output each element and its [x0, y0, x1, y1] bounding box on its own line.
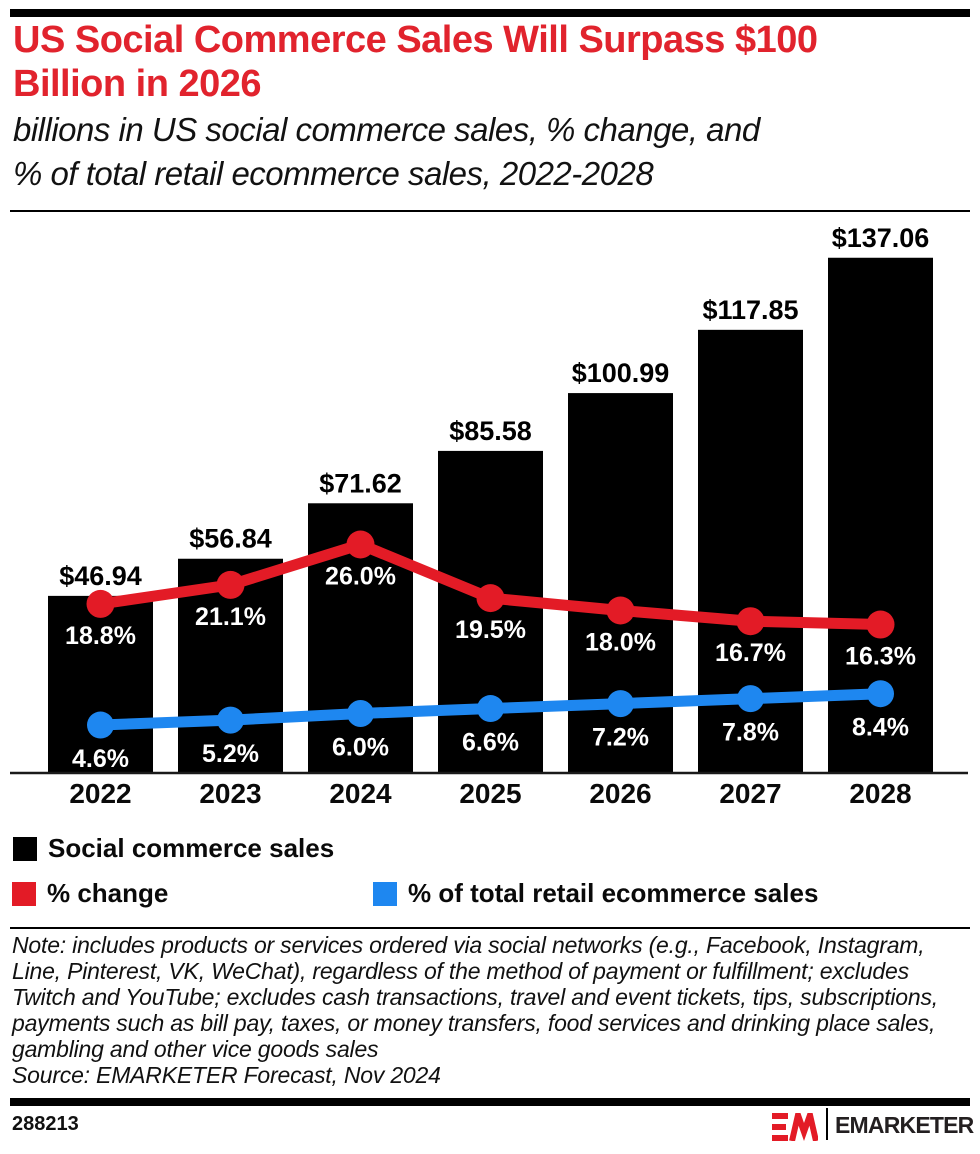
of-total-retail-ecommerce-sales-point-2026 [607, 690, 634, 718]
change-point-2027 [736, 607, 765, 636]
change-label-2022: 18.8% [65, 622, 136, 650]
bar-value-label-2024: $71.62 [319, 468, 402, 498]
of-total-retail-ecommerce-sales-point-2028 [867, 680, 894, 708]
of-total-retail-ecommerce-sales-label-2028: 8.4% [852, 714, 909, 742]
of-total-retail-ecommerce-sales-label-2024: 6.0% [332, 734, 389, 762]
of-total-retail-ecommerce-sales-label-2022: 4.6% [72, 745, 129, 773]
page-title-line2: Billion in 2026 [13, 63, 262, 105]
footnote-block: Note: includes products or services orde… [12, 932, 964, 1088]
of-total-retail-ecommerce-sales-point-2024 [347, 700, 374, 727]
of-total-retail-ecommerce-sales-point-2023 [217, 706, 244, 734]
of-total-retail-ecommerce-sales-point-2025 [477, 695, 504, 723]
legend-item-retail-ecommerce-share: % of total retail ecommerce sales [373, 878, 818, 909]
bar-value-label-2027: $117.85 [702, 295, 798, 325]
page-title-line1: US Social Commerce Sales Will Surpass $1… [13, 19, 818, 61]
page-title: US Social Commerce Sales Will Surpass $1… [13, 18, 818, 106]
header-divider [10, 210, 970, 212]
page-subtitle: billions in US social commerce sales, % … [13, 108, 760, 196]
page-subtitle-line2: % of total retail ecommerce sales, 2022-… [13, 155, 654, 192]
change-label-2026: 18.0% [585, 629, 656, 657]
year-label-2027: 2027 [719, 778, 781, 809]
footer-accent-bar [10, 1098, 970, 1106]
bar-value-label-2025: $85.58 [449, 416, 532, 446]
change-point-2026 [606, 596, 635, 625]
change-label-2027: 16.7% [715, 639, 786, 667]
change-label-2023: 21.1% [195, 603, 266, 631]
source-text: Source: EMARKETER Forecast, Nov 2024 [12, 1062, 441, 1088]
bar-value-label-2028: $137.06 [832, 223, 930, 253]
legend-item-social-commerce-sales: Social commerce sales [13, 833, 334, 864]
year-label-2023: 2023 [199, 778, 261, 809]
year-label-2024: 2024 [329, 778, 392, 809]
of-total-retail-ecommerce-sales-point-2027 [737, 685, 764, 713]
change-point-2022 [86, 589, 115, 618]
year-label-2026: 2026 [589, 778, 651, 809]
emarketer-logo: EMARKETER [772, 1108, 974, 1144]
em-monogram-icon [772, 1113, 818, 1141]
of-total-retail-ecommerce-sales-point-2022 [87, 711, 114, 739]
bar-2022 [48, 595, 153, 772]
year-label-2025: 2025 [459, 778, 521, 809]
year-label-2022: 2022 [69, 778, 131, 809]
chart-id: 288213 [12, 1113, 79, 1135]
combo-chart: $46.94 $56.84 $71.62 $85.58 $100.99 $117.85 $1… [10, 223, 968, 809]
change-point-2028 [866, 610, 895, 639]
logo-divider [826, 1108, 828, 1140]
brand-wordmark: EMARKETER [835, 1112, 974, 1138]
change-label-2028: 16.3% [845, 643, 916, 671]
legend-swatch-blue [373, 881, 397, 906]
change-label-2024: 26.0% [325, 563, 396, 591]
of-total-retail-ecommerce-sales-label-2025: 6.6% [462, 729, 519, 757]
legend-swatch-red [12, 881, 36, 906]
legend-label: Social commerce sales [48, 833, 335, 863]
legend-swatch-black [13, 836, 37, 861]
legend-label: % change [47, 878, 169, 908]
change-point-2023 [216, 570, 245, 599]
top-accent-bar [10, 9, 970, 17]
change-label-2025: 19.5% [455, 616, 526, 644]
change-point-2024 [346, 530, 375, 559]
bar-value-label-2023: $56.84 [189, 524, 272, 554]
page-subtitle-line1: billions in US social commerce sales, % … [13, 111, 760, 148]
of-total-retail-ecommerce-sales-label-2026: 7.2% [592, 724, 649, 752]
bar-value-label-2026: $100.99 [572, 358, 670, 388]
of-total-retail-ecommerce-sales-label-2023: 5.2% [202, 740, 259, 768]
legend-item-pct-change: % change [12, 878, 168, 909]
change-point-2025 [476, 584, 505, 613]
of-total-retail-ecommerce-sales-label-2027: 7.8% [722, 719, 779, 747]
legend-label: % of total retail ecommerce sales [408, 878, 819, 908]
note-text: Note: includes products or services orde… [12, 932, 938, 1062]
note-divider [10, 927, 970, 929]
bar-value-label-2022: $46.94 [59, 561, 142, 591]
year-label-2028: 2028 [849, 778, 911, 809]
